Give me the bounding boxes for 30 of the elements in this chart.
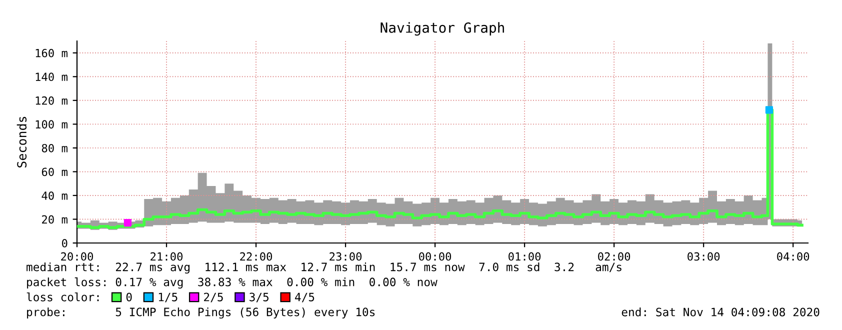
y-axis-title: Seconds: [16, 116, 27, 168]
y-tick-label: 20 m: [42, 215, 68, 224]
x-tick-label: 23:00: [330, 252, 362, 261]
text: packet loss: 0.17 % avg 38.83 % max 0.00 % min 0.00 % now: [27, 277, 438, 289]
text: median rtt: 22.7 ms avg 112.1 ms max 12.7 ms min 15.7 ms now 7.0 ms sd 3.2 am/s: [26, 262, 622, 274]
y-tick-label: 100 m: [36, 120, 68, 129]
y-tick-label: 80 m: [42, 144, 68, 152]
y-tick-label: 0: [62, 239, 68, 248]
legend-label: 2/5: [204, 292, 223, 302]
legend-label: 1/5: [158, 292, 178, 302]
legend-label: 3/5: [250, 292, 268, 302]
legend-label: 0: [126, 292, 132, 302]
y-tick-label: 120 m: [36, 96, 68, 105]
chart-title: Navigator Graph: [380, 22, 504, 36]
x-tick-label: 21:00: [150, 252, 183, 261]
y-tick-label: 160 m: [36, 48, 68, 58]
x-tick-label: 20:00: [61, 252, 94, 261]
y-tick-label: 140 m: [36, 72, 68, 82]
legend-label: 4/5: [295, 292, 314, 302]
x-tick-label: 22:00: [240, 252, 272, 261]
x-tick-label: 01:00: [508, 252, 541, 261]
y-tick-label: 40 m: [42, 191, 68, 200]
x-tick-label: 03:00: [688, 252, 720, 261]
text: end: Sat Nov 14 04:09:08 2020: [622, 308, 820, 316]
legend-title: loss color:: [26, 292, 99, 302]
y-tick-label: 60 m: [42, 168, 68, 176]
x-tick-label: 00:00: [419, 252, 452, 261]
x-tick-label: 02:00: [598, 252, 630, 261]
text: probe: 5 ICMP Echo Pings (56 Bytes) every 10s: [27, 307, 375, 319]
x-tick-label: 04:00: [777, 252, 810, 261]
